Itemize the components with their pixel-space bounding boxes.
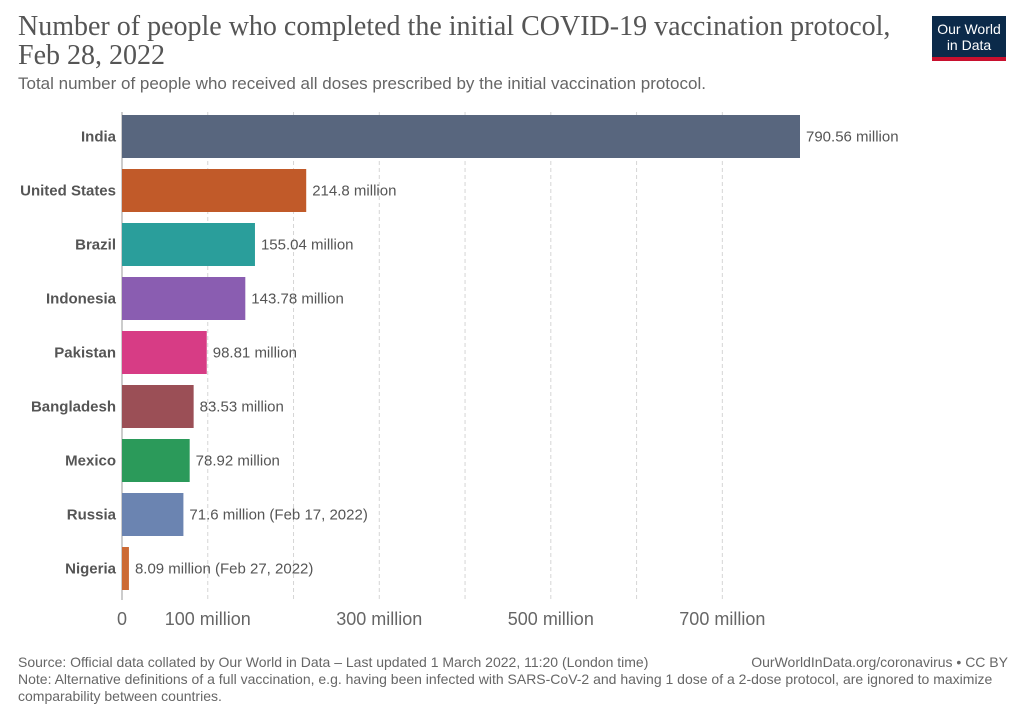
bar-india[interactable]	[122, 115, 800, 158]
x-tick-label: 300 million	[336, 609, 422, 629]
value-label: 155.04 million	[261, 237, 354, 254]
bar-chart: India 790.56 million United States 214.8 mi…	[20, 112, 899, 629]
note-text: Note: Alternative definitions of a full …	[18, 671, 993, 704]
x-tick-label: 700 million	[679, 609, 765, 629]
bar-mexico[interactable]	[122, 439, 190, 482]
value-label: 71.6 million (Feb 17, 2022)	[189, 507, 367, 524]
x-tick-label: 500 million	[508, 609, 594, 629]
category-label: Nigeria	[65, 561, 117, 578]
category-label: Brazil	[75, 237, 116, 254]
category-label: United States	[20, 183, 116, 200]
category-label: Russia	[67, 507, 117, 524]
chart-title: Number of people who completed the initi…	[18, 11, 891, 71]
logo-line-2: in Data	[946, 37, 992, 53]
bar-brazil[interactable]	[122, 223, 255, 266]
category-label: India	[81, 129, 117, 146]
value-label: 143.78 million	[251, 291, 344, 308]
bar-russia[interactable]	[122, 493, 184, 536]
category-label: Pakistan	[54, 345, 116, 362]
footer: Source: Official data collated by Our Wo…	[18, 654, 1008, 705]
value-label: 83.53 million	[200, 399, 284, 416]
x-tick-label: 100 million	[165, 609, 251, 629]
bar-indonesia[interactable]	[122, 277, 246, 320]
value-label: 790.56 million	[806, 129, 899, 146]
value-label: 78.92 million	[196, 453, 280, 470]
category-label: Indonesia	[46, 291, 117, 308]
value-label: 8.09 million (Feb 27, 2022)	[135, 561, 313, 578]
bar-pakistan[interactable]	[122, 331, 207, 374]
bar-nigeria[interactable]	[122, 547, 129, 590]
value-label: 214.8 million	[312, 183, 396, 200]
category-label: Bangladesh	[31, 399, 116, 416]
logo-line-1: Our World	[937, 21, 1001, 37]
chart-subtitle: Total number of people who received all …	[18, 74, 706, 93]
owid-logo[interactable]: Our World in Data	[932, 16, 1006, 61]
x-tick-label: 0	[117, 609, 127, 629]
bar-bangladesh[interactable]	[122, 385, 194, 428]
source-link[interactable]: OurWorldInData.org/coronavirus • CC BY	[751, 654, 1008, 670]
value-label: 98.81 million	[213, 345, 297, 362]
category-label: Mexico	[65, 453, 116, 470]
source-text: Source: Official data collated by Our Wo…	[18, 654, 649, 670]
bar-united-states[interactable]	[122, 169, 307, 212]
